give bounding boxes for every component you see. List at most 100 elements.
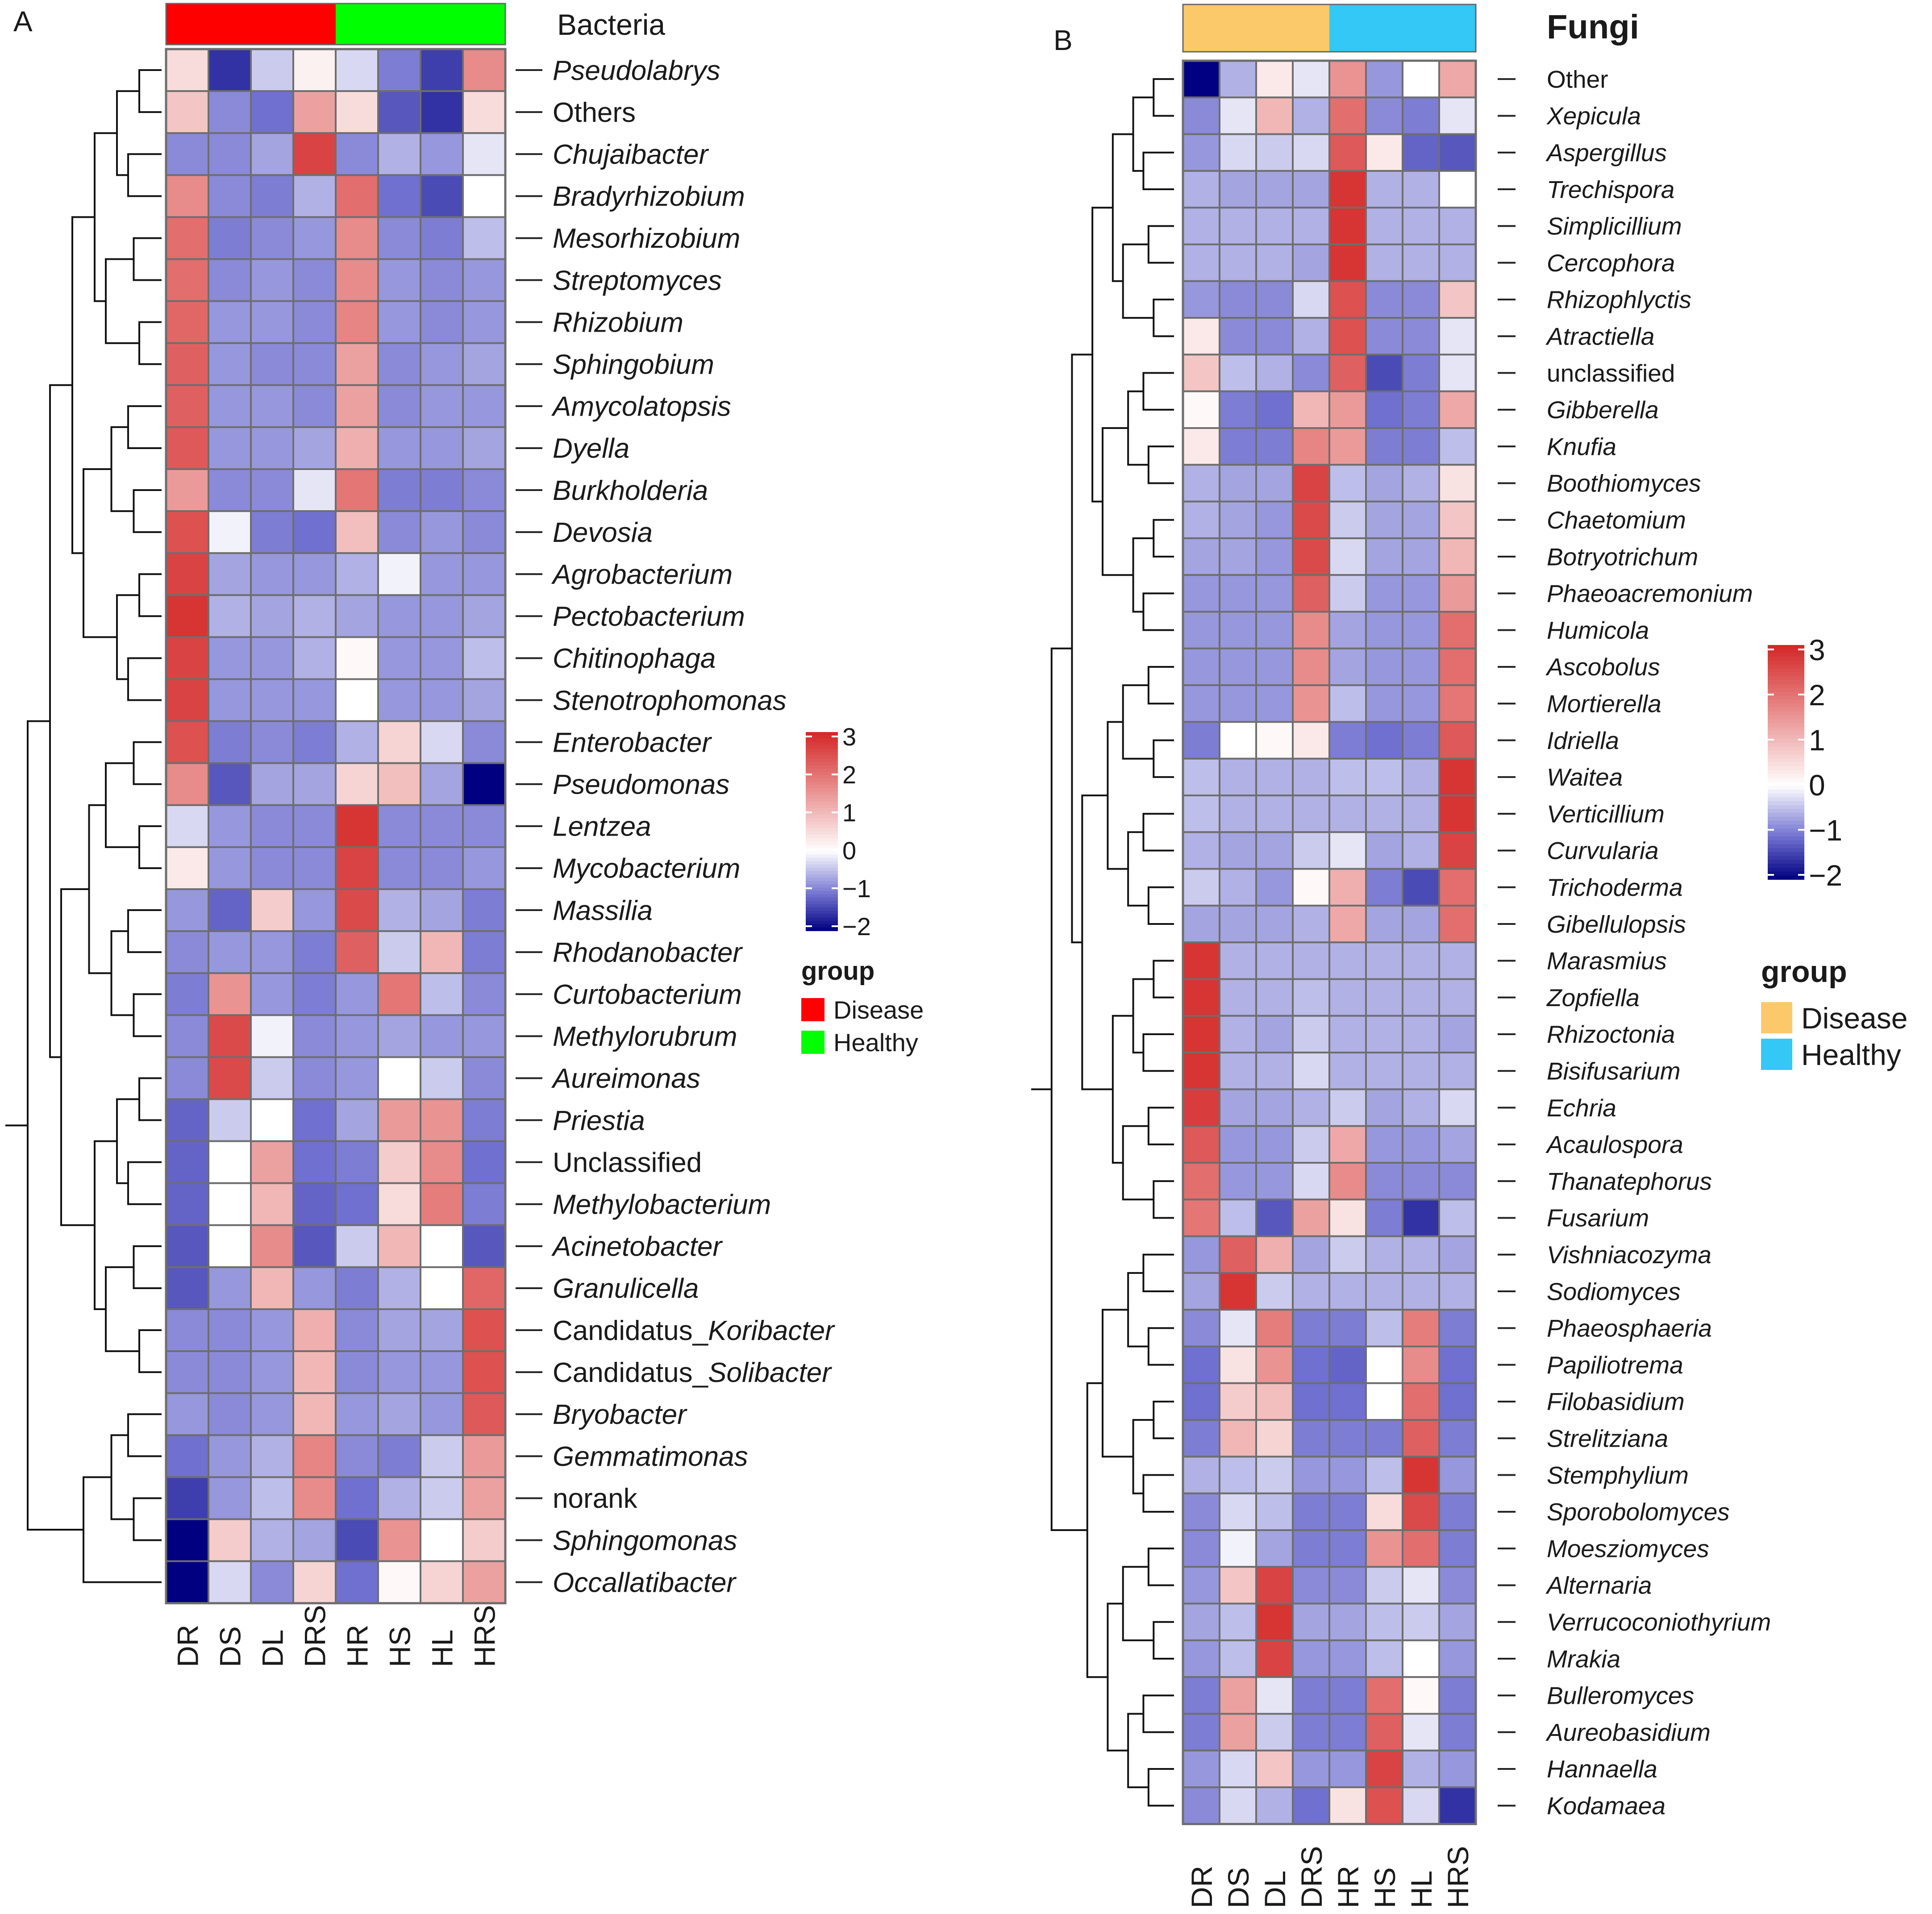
heatmap-cell <box>208 1014 252 1058</box>
heatmap-cell <box>1438 1786 1477 1825</box>
heatmap-panel-a: A Bacteria Pseudolabrys Others Chujaibacter B… <box>5 3 924 1667</box>
heatmap-cell <box>165 510 209 554</box>
row-label: Stenotrophomonas <box>553 685 787 716</box>
heatmap-cell <box>1438 721 1477 760</box>
colorbar-segment <box>806 831 838 835</box>
heatmap-cell <box>165 594 209 638</box>
heatmap-cell <box>292 678 337 722</box>
heatmap-cell <box>208 1476 252 1520</box>
dendrogram-branch <box>1142 592 1174 631</box>
row-label: Sphingobium <box>553 349 714 380</box>
heatmap-cell <box>250 1140 294 1184</box>
dendrogram-branch <box>1142 151 1174 191</box>
heatmap-cell <box>250 594 294 638</box>
row-label: Ascobolus <box>1545 653 1660 681</box>
heatmap-cell <box>1402 1015 1440 1054</box>
heatmap-cell <box>1182 354 1220 392</box>
heatmap-cell <box>1255 1713 1294 1752</box>
heatmap-cell <box>1402 1566 1440 1605</box>
heatmap-cell <box>208 132 252 176</box>
heatmap-cell <box>1328 574 1367 613</box>
heatmap-cell <box>1182 1125 1220 1164</box>
column-label: HRS <box>1441 1846 1474 1908</box>
colorbar-tick-label: 0 <box>842 836 856 865</box>
row-label: Mortierella <box>1547 690 1661 718</box>
heatmap-cell <box>1219 1602 1257 1641</box>
heatmap-cell <box>165 258 209 302</box>
dendrogram-branch <box>133 489 162 533</box>
heatmap-cell <box>1219 831 1257 870</box>
legend-swatch <box>1761 1002 1792 1033</box>
row-label: Streptomyces <box>553 265 722 296</box>
colorbar-segment <box>1768 707 1804 712</box>
heatmap-cell <box>165 342 209 386</box>
heatmap-cell <box>1255 354 1294 392</box>
heatmap-cell <box>1292 904 1330 944</box>
heatmap-cell <box>1402 1492 1440 1531</box>
heatmap-cell <box>377 1308 421 1352</box>
heatmap-cell <box>1292 317 1330 356</box>
heatmap-cell <box>1328 390 1367 429</box>
column-label: DS <box>1222 1867 1255 1908</box>
heatmap-cell <box>1402 1198 1440 1237</box>
heatmap-cell <box>1402 647 1440 687</box>
heatmap-cell <box>1438 1749 1477 1789</box>
row-label: Sporobolomyces <box>1547 1498 1730 1526</box>
heatmap-cell <box>1219 133 1257 172</box>
heatmap-cell <box>1219 941 1257 980</box>
colorbar-segment <box>806 874 838 878</box>
heatmap-cell <box>1219 280 1257 319</box>
heatmap-cell <box>1255 1492 1294 1531</box>
heatmap-cell <box>1219 1162 1257 1201</box>
heatmap-cell <box>335 1560 379 1604</box>
heatmap-cell <box>1365 795 1403 833</box>
heatmap-cell <box>335 1014 379 1058</box>
heatmap-cell <box>420 1182 464 1226</box>
heatmap-cell <box>1219 1052 1257 1090</box>
heatmap-cell <box>1292 647 1330 687</box>
heatmap-cell <box>377 972 421 1016</box>
row-label: Marasmius <box>1547 947 1667 975</box>
heatmap-cell <box>1292 1713 1330 1752</box>
colorbar-tick-label: 3 <box>1809 633 1825 666</box>
heatmap-cell <box>377 300 421 344</box>
heatmap-cell <box>165 888 209 932</box>
heatmap-cell <box>1219 243 1257 282</box>
colorbar-segment <box>806 801 838 806</box>
heatmap-cell <box>377 762 421 806</box>
dendrogram-branch <box>138 69 162 113</box>
colorbar-segment <box>1768 719 1804 724</box>
heatmap-cell <box>1182 1345 1220 1384</box>
heatmap-cell <box>165 1350 209 1394</box>
heatmap-cell <box>335 1392 379 1436</box>
heatmap-cell <box>462 90 506 134</box>
heatmap-cell <box>250 342 294 386</box>
heatmap-cell <box>335 1098 379 1142</box>
dendrogram-branch <box>1107 721 1128 870</box>
heatmap-cell <box>1219 1456 1257 1494</box>
heatmap-cell <box>250 258 294 302</box>
heatmap-cell <box>1182 96 1220 135</box>
heatmap-cell <box>292 1350 337 1394</box>
heatmap-cell <box>208 258 252 302</box>
row-label: Phaeosphaeria <box>1547 1315 1712 1342</box>
heatmap-cell <box>1328 1052 1367 1090</box>
colorbar-segment <box>806 815 838 819</box>
panel-label: B <box>1053 24 1073 56</box>
heatmap-cell <box>1438 1125 1477 1164</box>
heatmap-cell <box>1365 60 1403 99</box>
heatmap-cell <box>208 1518 252 1562</box>
colorbar-segment <box>1768 860 1804 864</box>
heatmap-cell <box>1438 904 1477 944</box>
heatmap-cell <box>1328 1088 1367 1127</box>
heatmap-cell <box>420 342 464 386</box>
heatmap-cell <box>1365 757 1403 796</box>
heatmap-cell <box>1292 354 1330 392</box>
heatmap-cell <box>1328 978 1367 1017</box>
group-annotation-cell <box>293 4 336 45</box>
row-label: Trichoderma <box>1547 874 1683 901</box>
heatmap-cell <box>1255 1602 1294 1641</box>
heatmap-cell <box>1292 427 1330 466</box>
colorbar-segment <box>1768 711 1804 716</box>
dendrogram-branch <box>1081 795 1113 1090</box>
